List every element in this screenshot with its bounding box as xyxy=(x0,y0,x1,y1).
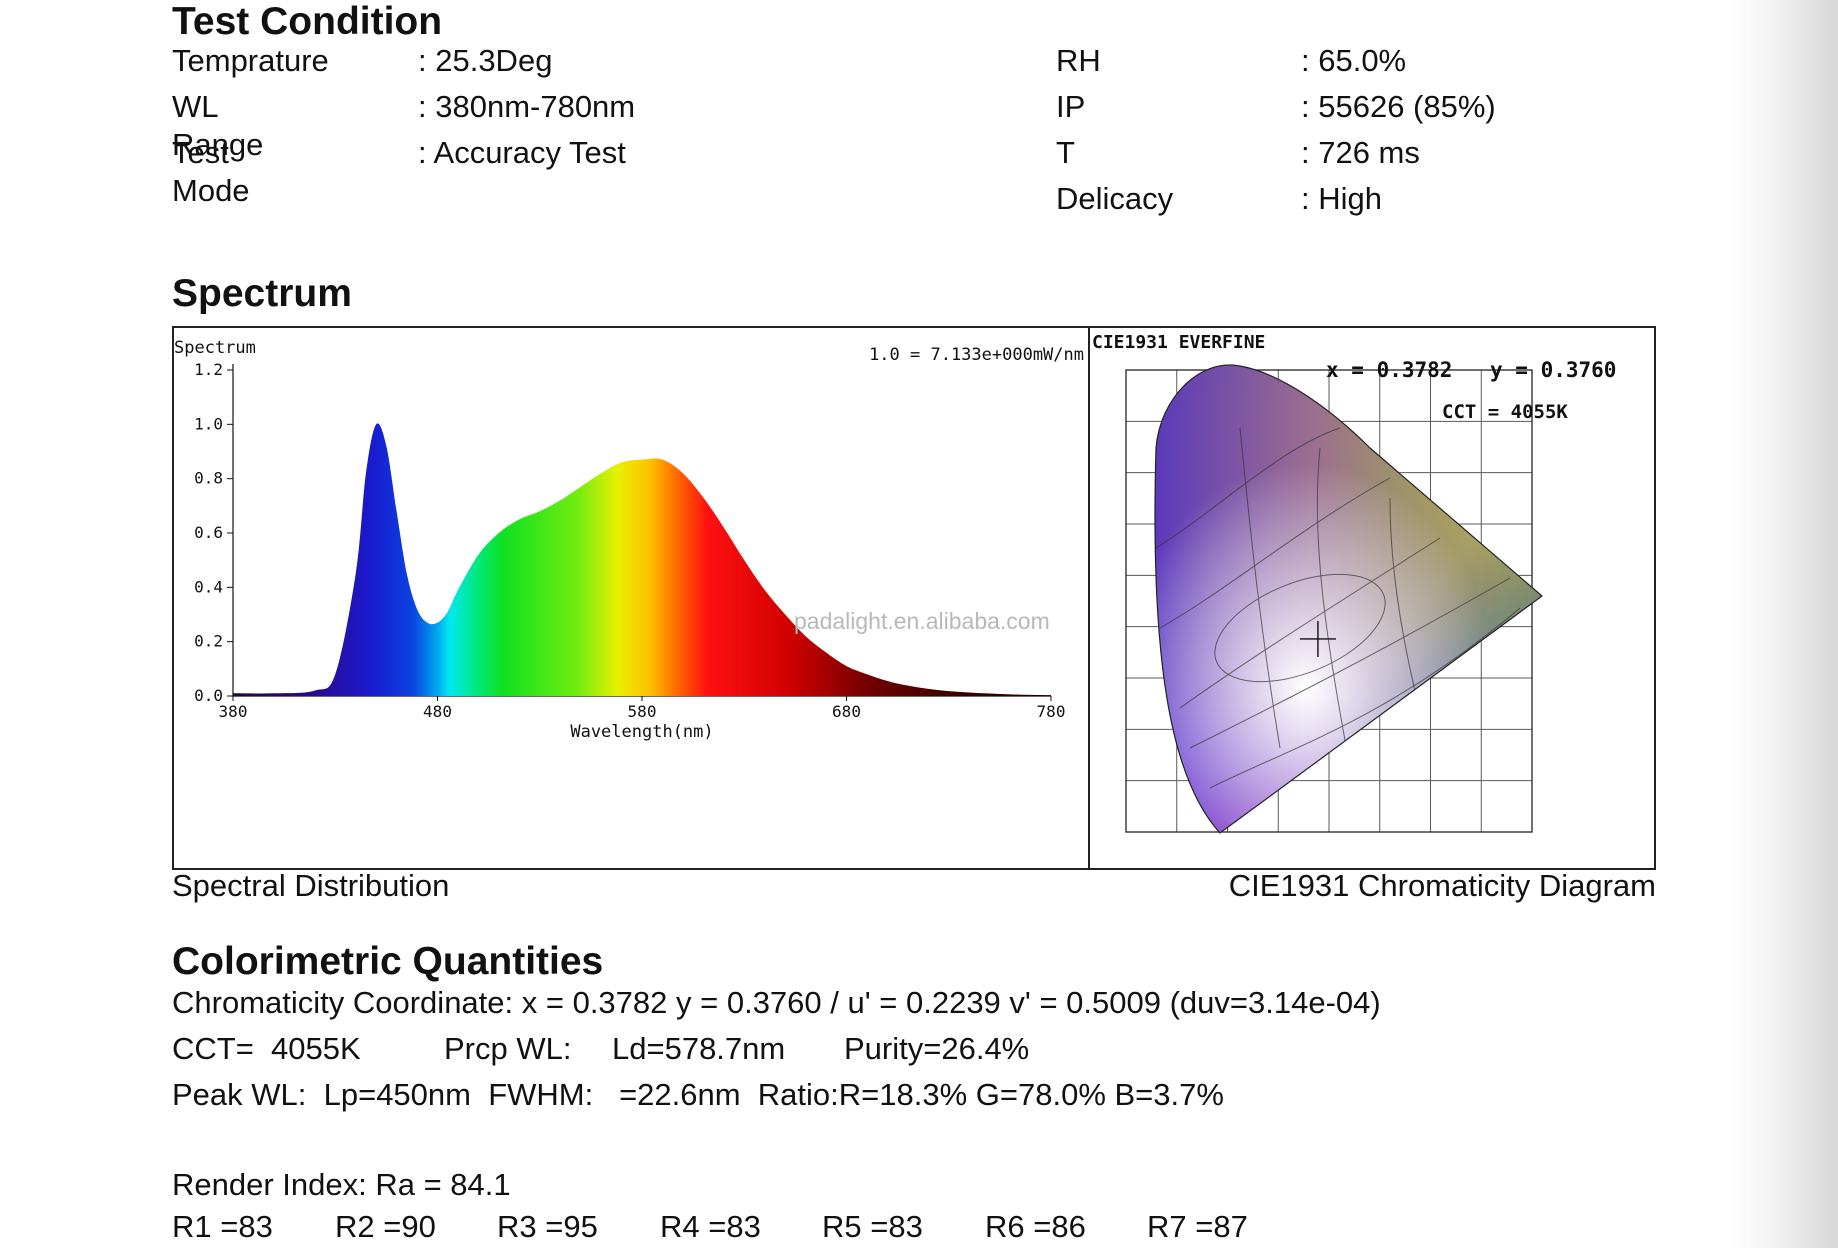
condition-value: : 65.0% xyxy=(1301,43,1407,78)
r-values-row: R1 =83 R2 =90 R3 =95 R4 =83 R5 =83 R6 =8… xyxy=(172,1208,1572,1248)
condition-row: IP : 55626 (85%) xyxy=(1056,88,1616,134)
cie-y-readout: y = 0.3760 xyxy=(1490,358,1616,382)
spectrum-y-tick-label: 0.2 xyxy=(194,632,223,651)
colorimetric-heading: Colorimetric Quantities xyxy=(172,940,604,983)
page-edge-shadow xyxy=(1728,0,1838,1248)
r-value: R6 =86 xyxy=(985,1209,1086,1244)
spectrum-chart: Spectrum 1.0 = 7.133e+000mW/nm 0.0 0.2 0.4… xyxy=(174,338,1084,742)
spectrum-x-tick-label: 680 xyxy=(832,702,861,721)
chromaticity-coordinate-line: Chromaticity Coordinate: x = 0.3782 y = … xyxy=(172,985,1381,1020)
condition-row: T : 726 ms xyxy=(1056,134,1616,180)
caption-cie-diagram: CIE1931 Chromaticity Diagram xyxy=(1228,868,1656,903)
spectrum-x-axis-label: Wavelength(nm) xyxy=(570,722,713,742)
condition-label: IP xyxy=(1056,89,1086,124)
caption-spectral-distribution: Spectral Distribution xyxy=(172,868,450,903)
condition-row: Delicacy : High xyxy=(1056,180,1616,226)
condition-row: RH : 65.0% xyxy=(1056,42,1616,88)
spectrum-y-tick-label: 0.4 xyxy=(194,577,223,596)
cie-gamut xyxy=(1154,364,1543,833)
cie-chart: CIE1931 EVERFINE x = 0.3782 y = 0.3760 C… xyxy=(1092,332,1616,834)
cie-spectral-locus xyxy=(1154,364,1543,834)
spectrum-y-tick-label: 0.8 xyxy=(194,469,223,488)
r-value: R2 =90 xyxy=(335,1209,436,1244)
test-condition-right: RH : 65.0% IP : 55626 (85%) T : 726 ms D… xyxy=(1056,42,1616,226)
spectrum-y-tick-label: 1.0 xyxy=(194,414,223,433)
r-value: R5 =83 xyxy=(822,1209,923,1244)
spectrum-frame xyxy=(172,326,1656,870)
spectrum-x-tick-label: 780 xyxy=(1037,702,1066,721)
spectrum-y-tick-label: 0.6 xyxy=(194,523,223,542)
r-value: R3 =95 xyxy=(497,1209,598,1244)
r-value: R7 =87 xyxy=(1147,1209,1248,1244)
condition-value: : 726 ms xyxy=(1301,135,1420,170)
test-condition-heading: Test Condition xyxy=(172,0,443,43)
spectrum-x-tick-label: 580 xyxy=(628,702,657,721)
spectrum-x-tick-label: 380 xyxy=(219,702,248,721)
spectrum-annotation: 1.0 = 7.133e+000mW/nm xyxy=(869,345,1084,365)
ld-value: Ld=578.7nm xyxy=(612,1031,786,1066)
condition-label: WL Range xyxy=(172,89,264,162)
condition-value: : 380nm-780nm xyxy=(418,89,636,124)
condition-label: RH xyxy=(1056,43,1101,78)
chart-divider xyxy=(1088,326,1090,870)
spectrum-x-tick-label: 480 xyxy=(423,702,452,721)
condition-label: T xyxy=(1056,135,1075,170)
watermark: padalight.en.alibaba.com xyxy=(794,608,1050,634)
chromaticity-marker xyxy=(1299,620,1336,657)
cie-title: CIE1931 EVERFINE xyxy=(1092,332,1265,353)
spectrum-curve xyxy=(233,423,1051,696)
condition-value: : 55626 (85%) xyxy=(1301,89,1496,124)
peak-wl-line: Peak WL: Lp=450nm FWHM: =22.6nm Ratio:R=… xyxy=(172,1077,1224,1112)
spectrum-y-tick-label: 1.2 xyxy=(194,360,223,379)
cie-cct-readout: CCT = 4055K xyxy=(1442,401,1568,423)
condition-label: Test Mode xyxy=(172,135,250,208)
r-value: R4 =83 xyxy=(660,1209,761,1244)
condition-value: : High xyxy=(1301,181,1382,216)
cct-line: CCT= 4055K Prcp WL: Ld=578.7nm Purity=26… xyxy=(172,1030,1372,1070)
r-value: R1 =83 xyxy=(172,1209,273,1244)
spectrum-y-tick-label: 0.0 xyxy=(194,686,223,705)
spectrum-chart-title: Spectrum xyxy=(174,338,256,358)
condition-label: Delicacy xyxy=(1056,181,1174,216)
condition-value: : Accuracy Test xyxy=(418,135,626,170)
prcp-label: Prcp WL: xyxy=(444,1031,572,1066)
render-index-line: Render Index: Ra = 84.1 xyxy=(172,1167,511,1202)
cie-x-readout: x = 0.3782 xyxy=(1326,358,1452,382)
spectrum-heading: Spectrum xyxy=(172,272,352,315)
condition-value: : 25.3Deg xyxy=(418,43,553,78)
purity-value: Purity=26.4% xyxy=(844,1031,1030,1066)
cct-value: CCT= 4055K xyxy=(172,1031,361,1066)
condition-label: Temprature xyxy=(172,43,329,78)
